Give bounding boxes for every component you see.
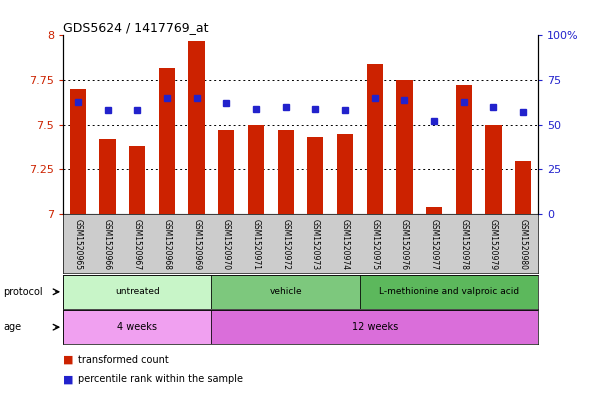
Bar [307, 137, 323, 214]
Text: GSM1520974: GSM1520974 [341, 219, 350, 270]
Bar [396, 80, 412, 214]
Bar [70, 89, 86, 214]
Bar [485, 125, 502, 214]
Text: GSM1520980: GSM1520980 [519, 219, 528, 270]
Text: 12 weeks: 12 weeks [352, 322, 398, 332]
Text: GSM1520979: GSM1520979 [489, 219, 498, 270]
Text: age: age [3, 322, 21, 332]
Bar [129, 146, 145, 214]
Text: GSM1520973: GSM1520973 [311, 219, 320, 270]
Text: GSM1520977: GSM1520977 [430, 219, 439, 270]
Text: vehicle: vehicle [269, 287, 302, 296]
Text: ■: ■ [63, 354, 77, 365]
Text: 4 weeks: 4 weeks [117, 322, 157, 332]
Bar [426, 207, 442, 214]
Bar [63, 275, 212, 309]
Text: GSM1520978: GSM1520978 [459, 219, 468, 270]
Bar [99, 139, 116, 214]
Text: untreated: untreated [115, 287, 160, 296]
Bar [248, 125, 264, 214]
Text: GSM1520969: GSM1520969 [192, 219, 201, 270]
Text: GDS5624 / 1417769_at: GDS5624 / 1417769_at [63, 21, 209, 34]
Text: L-methionine and valproic acid: L-methionine and valproic acid [379, 287, 519, 296]
Text: GSM1520966: GSM1520966 [103, 219, 112, 270]
Text: ■: ■ [63, 374, 77, 384]
Text: GSM1520976: GSM1520976 [400, 219, 409, 270]
Text: GSM1520975: GSM1520975 [370, 219, 379, 270]
Text: GSM1520971: GSM1520971 [251, 219, 260, 270]
Text: GSM1520968: GSM1520968 [162, 219, 171, 270]
Bar [515, 160, 531, 214]
Text: protocol: protocol [3, 287, 43, 297]
Bar [360, 275, 538, 309]
Text: GSM1520967: GSM1520967 [133, 219, 142, 270]
Text: GSM1520970: GSM1520970 [222, 219, 231, 270]
Bar [218, 130, 234, 214]
Bar [337, 134, 353, 214]
Bar [456, 85, 472, 214]
Bar [189, 41, 205, 214]
Text: transformed count: transformed count [78, 354, 169, 365]
Bar [278, 130, 294, 214]
Bar [212, 310, 538, 344]
Bar [367, 64, 383, 214]
Bar [159, 68, 175, 214]
Text: GSM1520972: GSM1520972 [281, 219, 290, 270]
Text: GSM1520965: GSM1520965 [73, 219, 82, 270]
Bar [63, 310, 212, 344]
Bar [212, 275, 360, 309]
Text: percentile rank within the sample: percentile rank within the sample [78, 374, 243, 384]
